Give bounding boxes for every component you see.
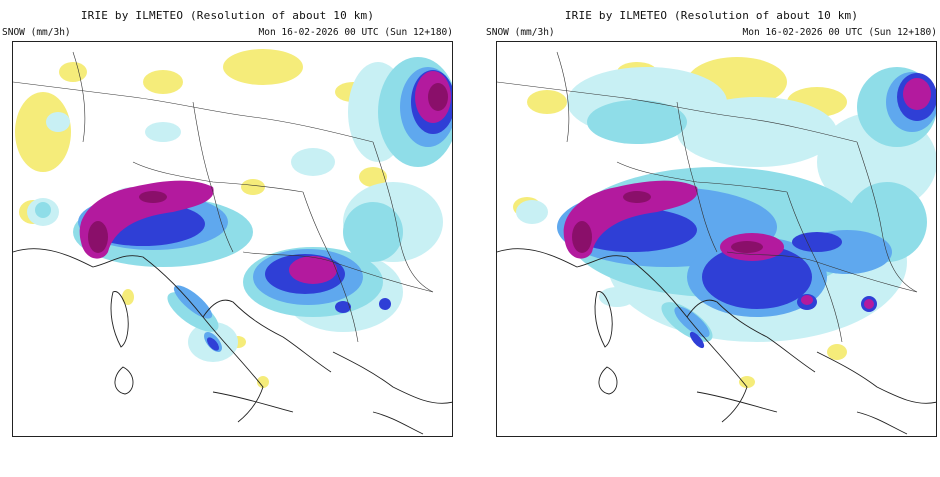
coastlines: [497, 248, 936, 435]
map-units-label: SNOW (mm/3h): [486, 27, 555, 38]
map-datetime-label: Mon 16-02-2026 00 UTC (Sun 12+180): [258, 27, 453, 38]
snow-map-right: [496, 41, 937, 437]
map-title: IRIE by ILMETEO (Resolution of about 10 …: [80, 9, 375, 22]
country-borders: [13, 51, 434, 343]
extreme-snow-areas: [88, 83, 448, 253]
extreme-snow-areas: [572, 191, 763, 253]
snow-map-left: [12, 41, 453, 437]
snow-map-canvas-right: [497, 51, 936, 435]
snow-map-canvas-left: [13, 49, 452, 435]
map-datetime-label: Mon 16-02-2026 00 UTC (Sun 12+180): [742, 27, 937, 38]
country-borders: [497, 51, 918, 343]
snow-map-panel-left: IRIE by ILMETEO (Resolution of about 10 …: [0, 0, 455, 477]
snow-map-panel-right: IRIE by ILMETEO (Resolution of about 10 …: [484, 0, 939, 477]
map-units-label: SNOW (mm/3h): [2, 27, 71, 38]
map-title: IRIE by ILMETEO (Resolution of about 10 …: [564, 9, 859, 22]
coastlines: [13, 248, 452, 435]
light-snow-areas: [15, 49, 387, 388]
